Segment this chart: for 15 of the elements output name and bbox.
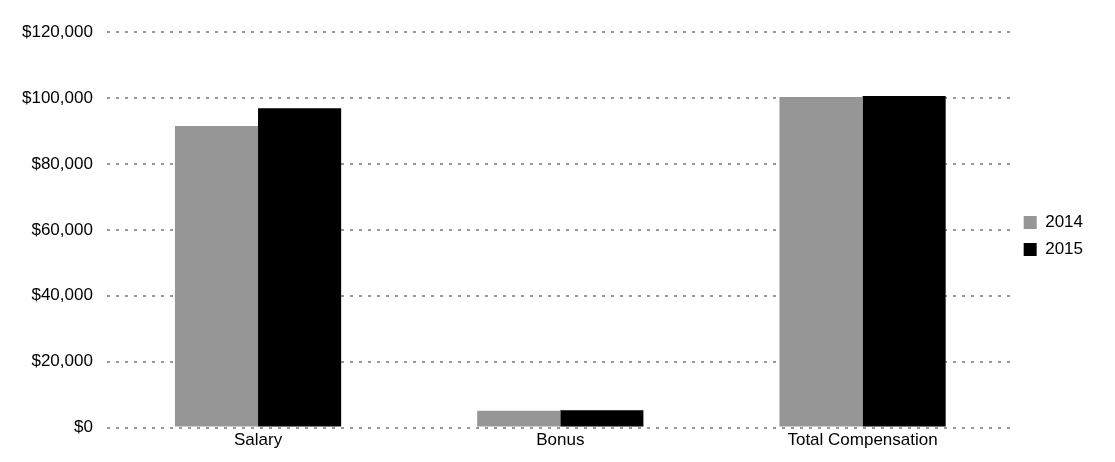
y-tick-label: $100,000 <box>22 87 93 107</box>
x-tick-label: Total Compensation <box>787 430 938 450</box>
legend-label: 2014 <box>1045 212 1084 232</box>
x-tick-label: Salary <box>233 430 283 450</box>
y-tick-label: $120,000 <box>22 21 93 41</box>
y-tick-label: $0 <box>73 417 93 437</box>
y-tick-label: $80,000 <box>31 153 93 173</box>
legend-label: 2015 <box>1045 239 1084 259</box>
bar <box>258 108 342 427</box>
bar <box>560 410 644 427</box>
y-tick-label: $20,000 <box>31 351 93 371</box>
y-tick-label: $60,000 <box>31 219 93 239</box>
bar <box>862 96 946 427</box>
y-tick-label: $40,000 <box>31 285 93 305</box>
x-tick-label: Bonus <box>536 430 585 450</box>
